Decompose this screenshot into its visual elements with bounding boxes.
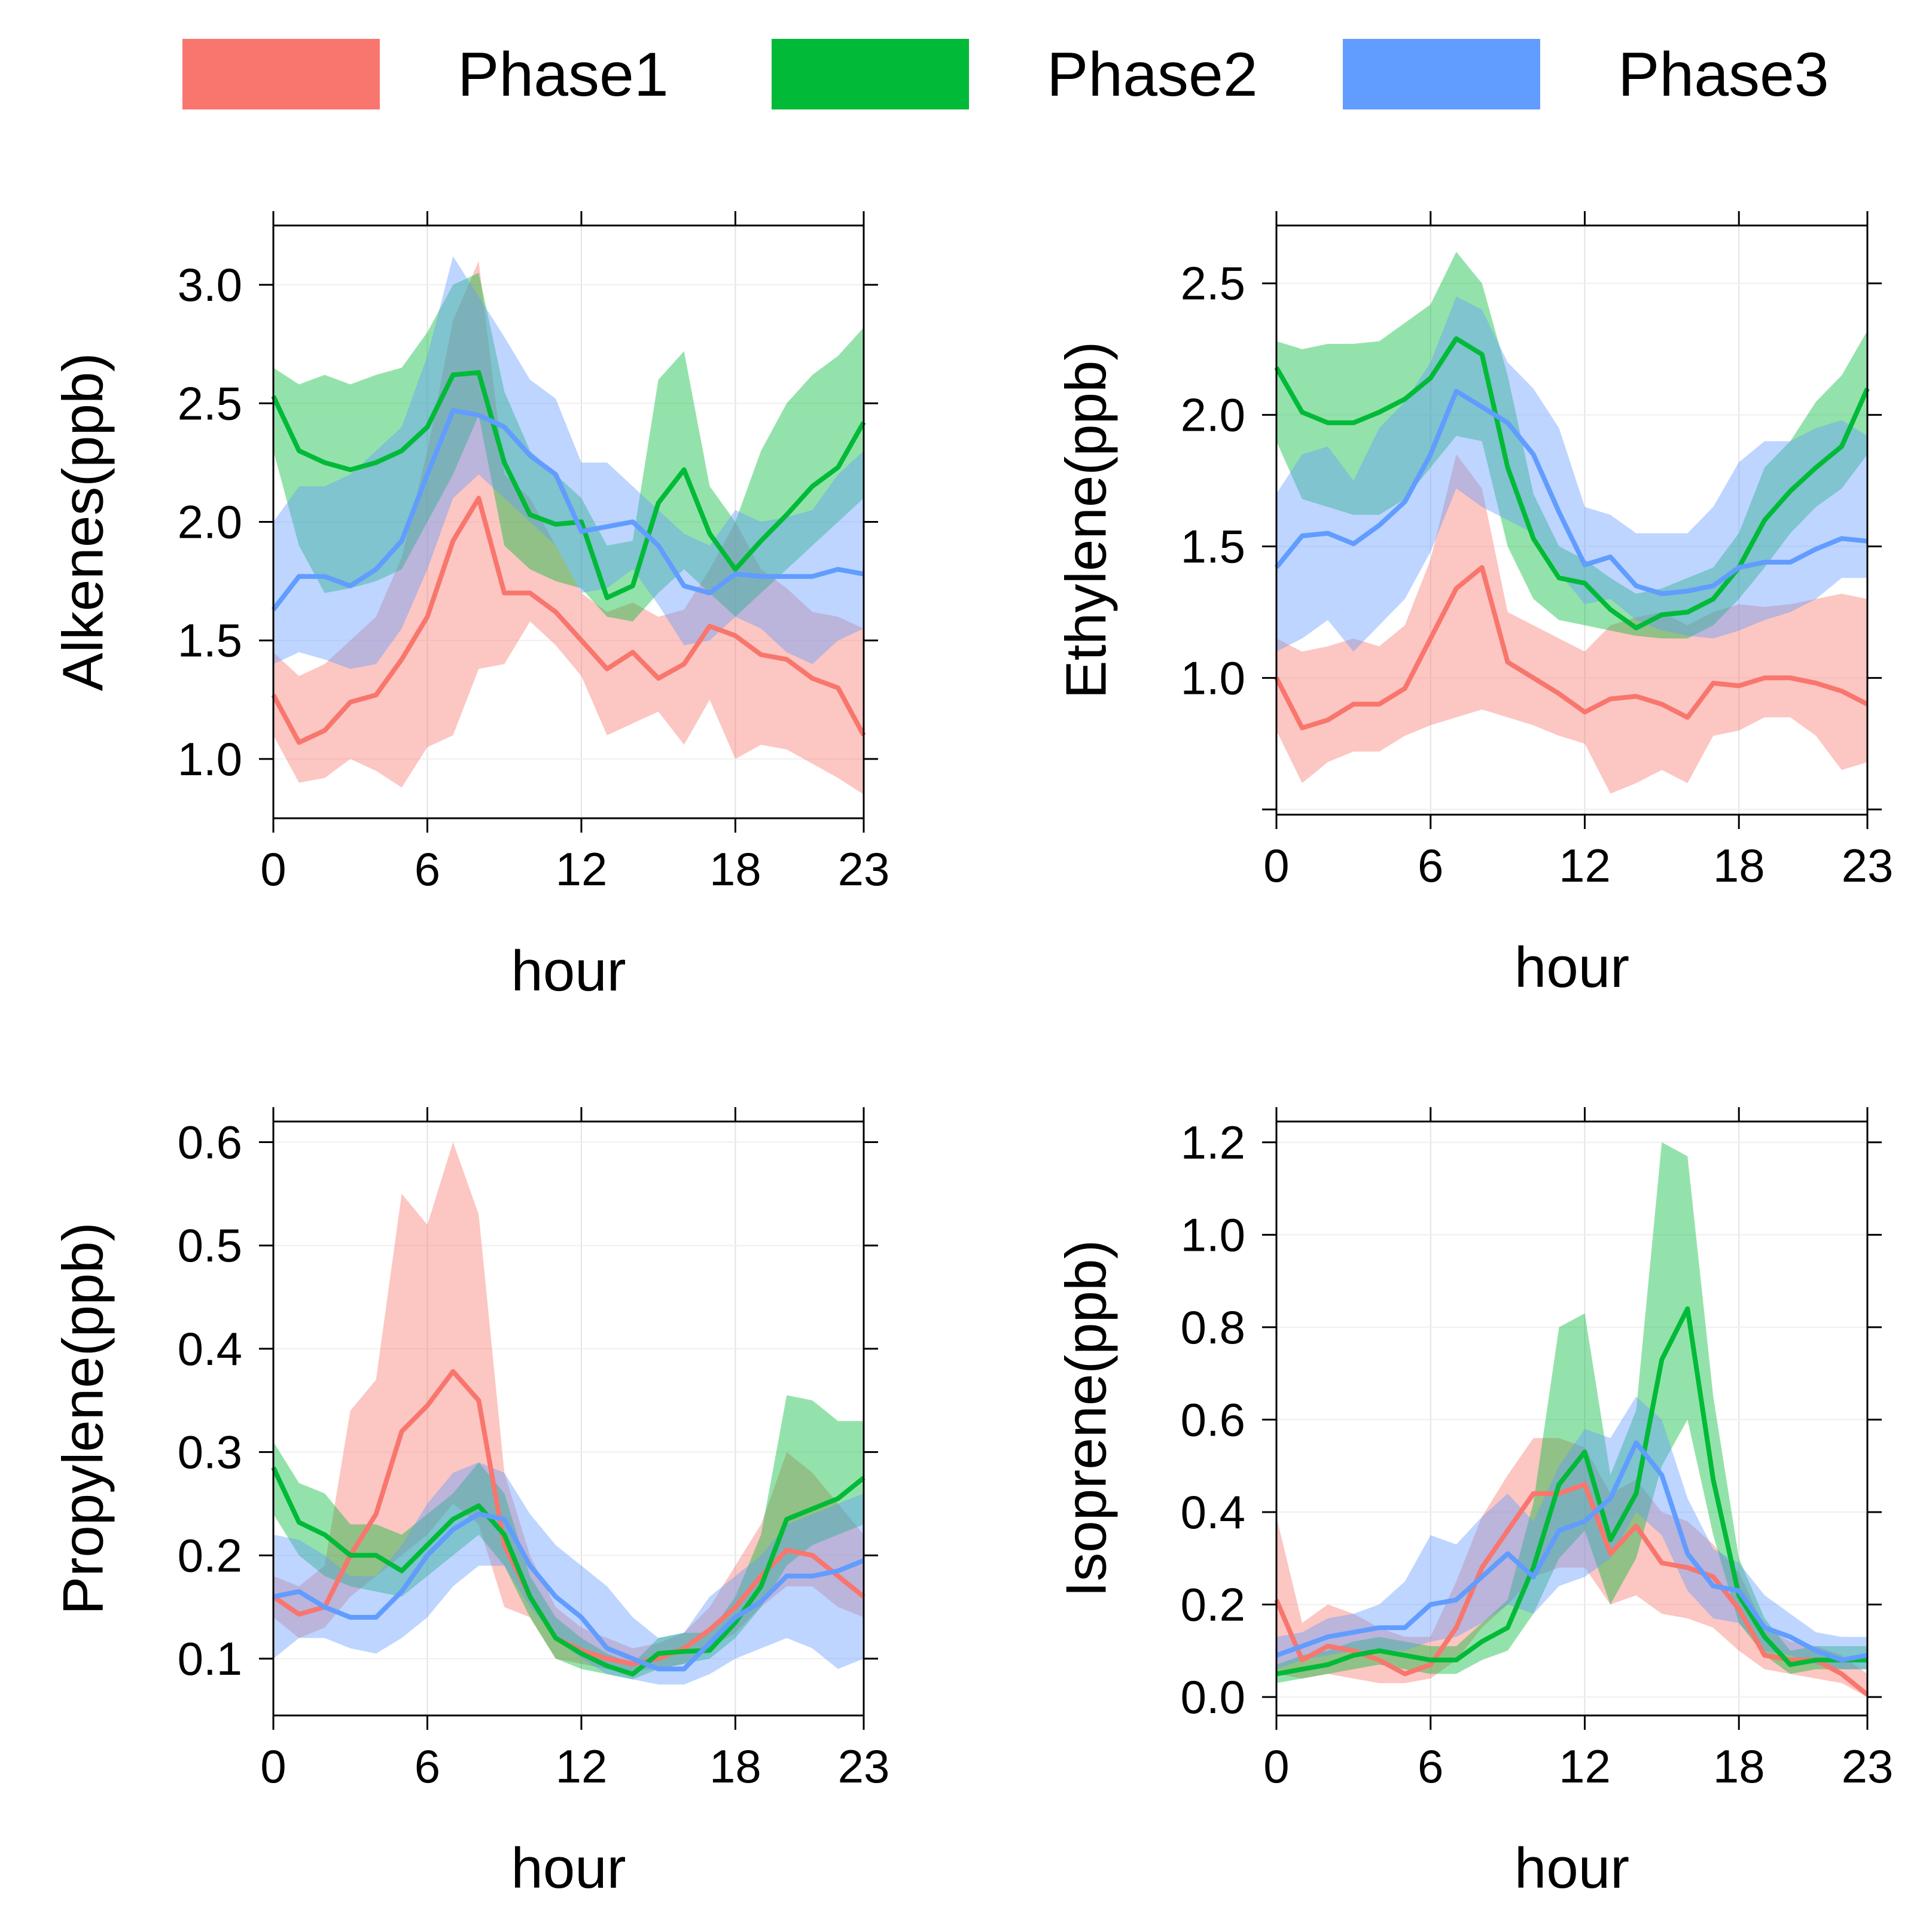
chart-3-frame bbox=[1275, 1120, 1869, 1717]
chart-0-ytick-label-4: 3.0 bbox=[178, 258, 242, 311]
chart-0-ytick-label-2: 2.0 bbox=[178, 496, 242, 548]
chart-0-xtick-label-18: 18 bbox=[709, 843, 761, 895]
chart-0-line-phase2 bbox=[271, 370, 866, 601]
chart-3-xtick-label-18: 18 bbox=[1713, 1740, 1765, 1793]
chart-0-ytick-label-3: 2.5 bbox=[178, 377, 242, 429]
chart-2-xtick-label-0: 0 bbox=[260, 1740, 286, 1793]
chart-3-xtick-label-6: 6 bbox=[1418, 1740, 1443, 1793]
chart-3-line-phase3 bbox=[1275, 1440, 1868, 1663]
chart-0-xtick-label-0: 0 bbox=[260, 843, 286, 895]
chart-1-line-phase2 bbox=[1274, 336, 1870, 630]
chart-3-y-axis-title: Isoprene(ppb) bbox=[1055, 1240, 1119, 1598]
chart-1-ytick-label-1: 1.0 bbox=[1181, 651, 1245, 704]
chart-1-line-phase3 bbox=[1274, 389, 1868, 596]
chart-1-xtick-label-18: 18 bbox=[1713, 839, 1765, 892]
chart-2-ytick-label-1: 0.2 bbox=[178, 1529, 242, 1581]
legend-swatch-phase2 bbox=[772, 39, 969, 109]
chart-1-frame bbox=[1275, 224, 1869, 816]
chart-0-line-phase1 bbox=[271, 495, 866, 745]
panels: 0 6 12 18 231.01.52.02.53.0hourAlkenes(ppb)0… bbox=[51, 211, 1894, 1900]
chart-0-xtick-label-23: 23 bbox=[838, 843, 890, 895]
legend-swatch-phase3 bbox=[1343, 39, 1540, 109]
chart-2-xtick-label-12: 12 bbox=[556, 1740, 608, 1793]
chart-2-y-axis-title: Propylene(ppb) bbox=[51, 1222, 115, 1614]
legend-label-phase3: Phase3 bbox=[1618, 40, 1829, 109]
chart-0-xtick-label-12: 12 bbox=[556, 843, 608, 895]
chart-panel-propylene: 0 6 12 18 23 0.1 0.2 0.3 0.4 0.5 0.6 hour Propylene(… bbox=[51, 1107, 890, 1900]
chart-3-x-axis-title: hour bbox=[1514, 1836, 1629, 1900]
chart-3-ytick-label-6: 1.2 bbox=[1181, 1116, 1245, 1169]
chart-3-xtick-label-23: 23 bbox=[1842, 1740, 1894, 1793]
chart-1-band-phase1 bbox=[1276, 454, 1867, 794]
chart-3-line-phase2 bbox=[1276, 1306, 1867, 1677]
chart-1-ytick-label-4: 2.5 bbox=[1181, 257, 1245, 310]
chart-1-ytick-label-2: 1.5 bbox=[1181, 520, 1245, 572]
chart-3-band-phase1 bbox=[1276, 1438, 1867, 1698]
chart-0-band-phase2 bbox=[273, 273, 864, 621]
chart-2-band-phase2 bbox=[273, 1395, 864, 1680]
chart-2-xtick-label-6: 6 bbox=[415, 1740, 440, 1793]
chart-2-xtick-label-23: 23 bbox=[838, 1740, 890, 1793]
chart-3-band-phase2 bbox=[1276, 1142, 1867, 1683]
chart-3-ytick-label-4: 0.8 bbox=[1181, 1301, 1245, 1354]
chart-2-line-phase2 bbox=[271, 1466, 865, 1677]
chart-1-y-axis-title: Ethylene(ppb) bbox=[1055, 342, 1119, 699]
chart-1-xtick-label-0: 0 bbox=[1263, 839, 1289, 892]
chart-0-line-phase3 bbox=[271, 408, 864, 611]
chart-3-ytick-label-3: 0.6 bbox=[1181, 1393, 1245, 1446]
chart-3-band-phase3 bbox=[1276, 1396, 1867, 1669]
chart-3-ytick-label-2: 0.4 bbox=[1181, 1486, 1245, 1538]
chart-0-band-phase1 bbox=[273, 261, 864, 795]
chart-2-x-axis-title: hour bbox=[511, 1836, 626, 1900]
chart-3-ytick-label-0: 0.0 bbox=[1181, 1671, 1245, 1723]
legend: Phase1 Phase2 Phase3 bbox=[182, 39, 1829, 109]
chart-panel-alkenes: 0 6 12 18 23 1.0 1.5 2.0 2.5 3.0 hour Alkenes(ppb) bbox=[51, 211, 890, 1003]
chart-2-ytick-label-4: 0.5 bbox=[178, 1219, 242, 1272]
chart-2-band-phase3 bbox=[273, 1462, 864, 1685]
chart-panel-isoprene: 0 6 12 18 23 0.0 0.2 0.4 0.6 0.8 1.0 1.2 hour Isopren… bbox=[1055, 1107, 1894, 1900]
chart-2-frame bbox=[272, 1120, 865, 1717]
legend-label-phase2: Phase2 bbox=[1047, 40, 1258, 109]
chart-0-ytick-label-0: 1.0 bbox=[178, 733, 242, 785]
chart-1-xtick-label-6: 6 bbox=[1418, 839, 1443, 892]
chart-1-xtick-label-12: 12 bbox=[1559, 839, 1611, 892]
chart-3-xtick-label-0: 0 bbox=[1263, 1740, 1289, 1793]
chart-1-line-phase1 bbox=[1274, 565, 1869, 730]
chart-2-xtick-label-18: 18 bbox=[709, 1740, 761, 1793]
chart-0-xtick-label-6: 6 bbox=[415, 843, 440, 895]
chart-1-ytick-label-3: 2.0 bbox=[1181, 389, 1245, 441]
chart-3-xtick-label-12: 12 bbox=[1559, 1740, 1611, 1793]
chart-1-x-axis-title: hour bbox=[1514, 935, 1629, 999]
chart-0-x-axis-title: hour bbox=[511, 939, 626, 1003]
chart-3-line-phase1 bbox=[1274, 1482, 1869, 1697]
chart-3-ytick-label-1: 0.2 bbox=[1181, 1578, 1245, 1631]
chart-2-ytick-label-5: 0.6 bbox=[178, 1116, 242, 1169]
chart-1-band-phase2 bbox=[1276, 252, 1867, 639]
chart-2-ytick-label-2: 0.3 bbox=[178, 1426, 242, 1479]
legend-label-phase1: Phase1 bbox=[458, 40, 669, 109]
chart-2-band-phase1 bbox=[273, 1142, 864, 1671]
chart-2-ytick-label-3: 0.4 bbox=[178, 1322, 242, 1375]
chart-0-ytick-label-1: 1.5 bbox=[178, 614, 242, 667]
chart-2-ytick-label-0: 0.1 bbox=[178, 1632, 242, 1685]
chart-0-band-phase3 bbox=[273, 256, 864, 669]
legend-swatch-phase1 bbox=[182, 39, 380, 109]
chart-3-ytick-label-5: 1.0 bbox=[1181, 1208, 1245, 1261]
chart-0-y-axis-title: Alkenes(ppb) bbox=[51, 353, 115, 691]
chart-panel-ethylene: 0 6 12 18 23 1.0 1.5 2.0 2.5 hour Ethylene(ppb) bbox=[1055, 211, 1894, 999]
chart-1-xtick-label-23: 23 bbox=[1842, 839, 1894, 892]
chart-2-line-phase3 bbox=[273, 1512, 865, 1672]
